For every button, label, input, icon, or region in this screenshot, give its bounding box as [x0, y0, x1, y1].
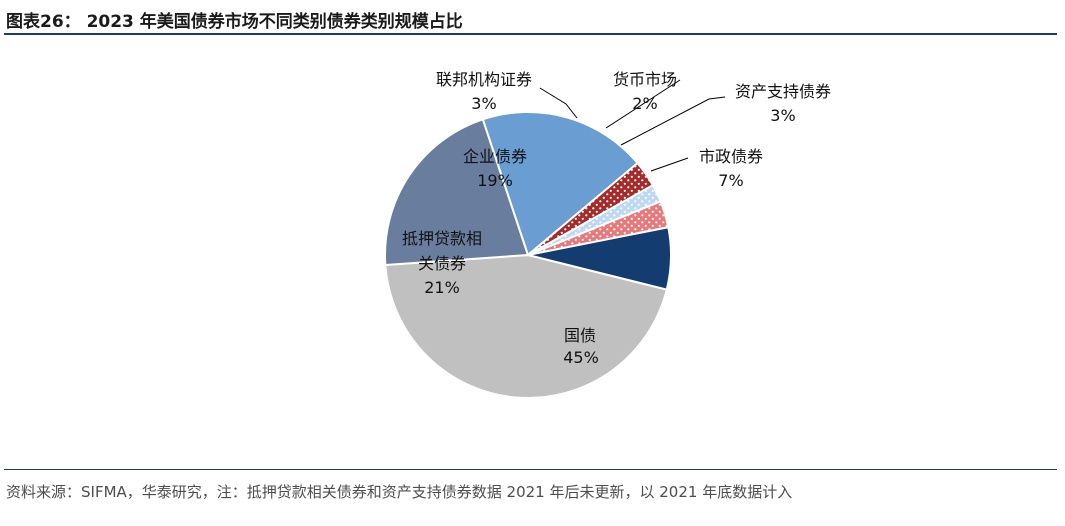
- slice-value-municipal: 7%: [718, 171, 743, 190]
- slice-label-municipal: 市政债券: [699, 147, 763, 166]
- leader-abs: [620, 96, 726, 146]
- slice-label-money-market: 货币市场: [613, 70, 677, 89]
- slice-value-agency: 3%: [471, 94, 496, 113]
- source-note: 资料来源：SIFMA，华泰研究，注：抵押贷款相关债券和资产支持债券数据 2021…: [6, 483, 793, 501]
- slice-guozhai: [384, 253, 668, 399]
- leader-municipal: [650, 157, 689, 172]
- slice-value-abs: 3%: [770, 106, 795, 125]
- footer-divider: [4, 469, 1057, 470]
- slice-label-agency: 联邦机构证券: [436, 70, 532, 89]
- slice-label-mbs-line1: 抵押贷款相: [402, 229, 482, 248]
- slice-label-abs: 资产支持债券: [735, 82, 831, 101]
- leader-agency: [539, 87, 578, 119]
- title-divider: [4, 33, 1057, 35]
- chart-title: 图表26： 2023 年美国债券市场不同类别债券类别规模占比: [6, 12, 463, 32]
- slice-value-corporate: 19%: [477, 171, 513, 190]
- slice-municipal: [527, 226, 672, 291]
- slice-value-money-market: 2%: [632, 94, 657, 113]
- slice-label-guozhai: 国债: [564, 326, 596, 345]
- slice-label-corporate: 企业债券: [463, 147, 527, 166]
- slice-value-mbs: 21%: [424, 278, 460, 297]
- slice-mbs: [384, 118, 530, 267]
- leader-money-market: [605, 79, 681, 129]
- slice-label-mbs-line2: 关债券: [418, 254, 466, 273]
- slice-corporate: [481, 111, 639, 257]
- slice-value-guozhai: 45%: [563, 348, 599, 367]
